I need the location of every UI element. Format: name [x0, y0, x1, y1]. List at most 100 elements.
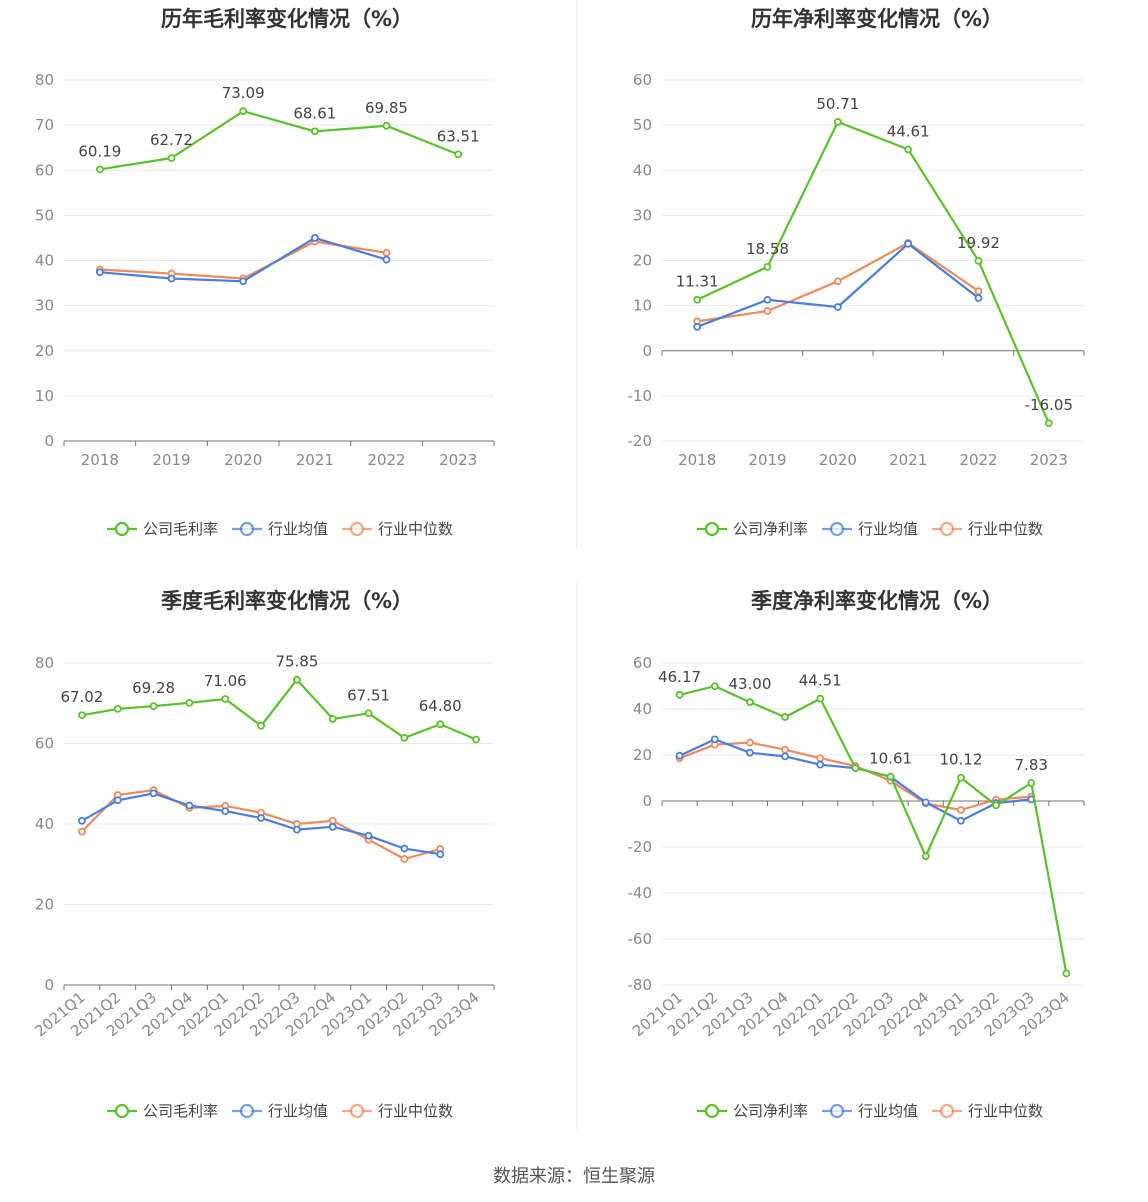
data-point-company	[382, 121, 391, 130]
data-point-avg	[833, 303, 842, 311]
data-point-avg	[328, 822, 337, 831]
data-point-company	[763, 263, 772, 271]
data-point-company	[364, 709, 373, 718]
data-point-avg	[257, 814, 265, 822]
y-tick-label: 50	[35, 206, 54, 224]
chart-svg: 季度毛利率变化情况（%）0204060802021Q12021Q22021Q32…	[31, 589, 495, 1120]
legend-label: 公司毛利率	[143, 520, 218, 538]
y-tick-label: 70	[35, 116, 54, 134]
y-tick-label: 10	[35, 387, 54, 405]
data-point-company	[781, 713, 789, 721]
data-point-avg	[78, 816, 86, 825]
data-point-median	[957, 806, 965, 814]
data-point-company	[472, 735, 480, 744]
data-point-company	[436, 720, 445, 729]
y-tick-label: 40	[633, 700, 652, 718]
data-point-company	[904, 145, 913, 154]
data-label: 69.85	[365, 99, 408, 117]
y-tick-label: 80	[35, 71, 54, 89]
y-tick-label: 20	[633, 252, 652, 270]
x-tick-label: 2018	[678, 451, 716, 469]
data-label: 11.31	[676, 273, 719, 291]
legend-swatch-marker	[349, 521, 365, 537]
data-point-company	[675, 690, 684, 699]
legend-label: 公司净利率	[733, 520, 808, 538]
legend-swatch-marker	[704, 1103, 720, 1119]
data-point-company	[239, 107, 248, 116]
series-line-company	[696, 120, 1050, 424]
data-point-median	[400, 855, 409, 863]
data-point-company	[921, 852, 930, 861]
legend-swatch-marker	[114, 521, 130, 537]
y-tick-label: 60	[633, 654, 652, 672]
y-tick-label: 0	[44, 976, 54, 994]
chart-svg: 季度净利率变化情况（%）-80-60-40-2002040602021Q1202…	[628, 589, 1085, 1120]
legend-swatch-marker	[829, 1103, 845, 1119]
data-point-company	[95, 165, 104, 174]
data-point-company	[886, 772, 895, 781]
y-tick-label: 60	[35, 161, 54, 179]
data-point-company	[221, 695, 230, 703]
data-label: 44.51	[799, 672, 842, 690]
data-label: 68.61	[293, 104, 336, 122]
data-point-company	[1027, 779, 1036, 787]
data-point-company	[310, 127, 319, 136]
data-point-avg	[95, 268, 104, 277]
legend-swatch-marker	[114, 1103, 130, 1119]
data-point-company	[400, 733, 409, 742]
data-point-company	[710, 682, 719, 691]
data-point-company	[293, 675, 301, 684]
data-point-company	[328, 715, 337, 723]
chart-title: 历年毛利率变化情况（%）	[161, 7, 413, 31]
legend-swatch-marker	[939, 521, 955, 537]
data-label: 44.61	[887, 122, 930, 140]
series-line-median	[81, 789, 441, 861]
data-point-avg	[221, 807, 230, 816]
data-point-median	[382, 248, 391, 257]
x-tick-label: 2022	[959, 451, 997, 469]
legend-label: 行业中位数	[378, 520, 453, 538]
panel-divider	[576, 582, 577, 1130]
data-label: 19.92	[957, 234, 1000, 252]
x-tick-label: 2018	[81, 451, 119, 469]
x-tick-label: 2023	[439, 451, 477, 469]
data-point-avg	[781, 752, 789, 761]
data-label: 7.83	[1015, 756, 1048, 774]
x-tick-label: 2019	[152, 451, 190, 469]
data-point-avg	[710, 735, 719, 744]
legend-label: 行业中位数	[968, 520, 1043, 538]
data-point-company	[78, 711, 86, 720]
y-tick-label: -80	[628, 976, 653, 994]
data-point-company	[185, 698, 194, 707]
y-tick-label: 60	[633, 71, 652, 89]
legend-label: 公司毛利率	[143, 1102, 218, 1120]
data-point-company	[974, 256, 983, 265]
y-tick-label: 20	[633, 746, 652, 764]
data-point-median	[833, 277, 842, 286]
data-point-avg	[436, 850, 445, 859]
chart-title: 季度毛利率变化情况（%）	[161, 589, 413, 613]
panel-divider	[576, 0, 577, 548]
data-label: 43.00	[728, 675, 771, 693]
data-label: 75.85	[275, 653, 318, 671]
data-point-avg	[763, 295, 772, 304]
y-tick-label: 30	[633, 206, 652, 224]
data-point-avg	[239, 277, 248, 286]
data-label: -16.05	[1025, 396, 1073, 414]
data-label: 71.06	[204, 672, 247, 690]
data-label: 63.51	[437, 127, 480, 145]
data-label: 69.28	[132, 679, 175, 697]
data-point-avg	[364, 831, 373, 840]
data-label: 60.19	[78, 142, 121, 160]
legend-swatch-marker	[704, 521, 720, 537]
x-tick-label: 2020	[819, 451, 857, 469]
legend-label: 行业均值	[858, 520, 918, 538]
data-point-avg	[382, 255, 391, 264]
chart-quarterly-net-margin: 季度净利率变化情况（%） -80 -60 -40 -20 0 20 40 60 2021Q1 202…	[590, 582, 1148, 1162]
data-point-avg	[400, 844, 409, 853]
data-point-company	[693, 295, 702, 304]
data-point-company	[149, 702, 158, 711]
y-tick-label: -40	[628, 884, 653, 902]
data-point-avg	[675, 751, 684, 760]
y-tick-label: 40	[633, 161, 652, 179]
